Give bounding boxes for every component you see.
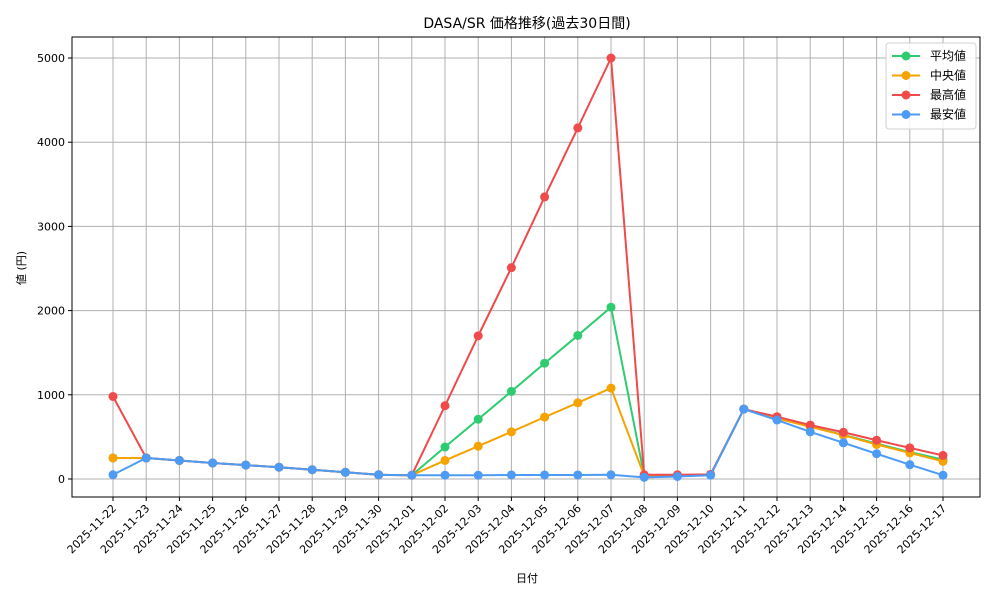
data-point — [473, 331, 483, 341]
data-series — [108, 53, 948, 482]
data-point — [274, 462, 284, 472]
data-point — [838, 427, 848, 437]
series-line — [113, 386, 944, 477]
data-point — [108, 470, 118, 480]
data-point — [407, 470, 417, 480]
data-point — [440, 470, 450, 480]
data-point — [938, 470, 948, 480]
series-line — [113, 305, 944, 477]
data-point — [905, 443, 915, 453]
data-point — [241, 460, 251, 470]
data-point — [473, 470, 483, 480]
data-point — [440, 401, 450, 411]
legend-label: 中央値 — [930, 68, 966, 83]
data-point — [506, 470, 516, 480]
y-tick-label: 2000 — [37, 305, 65, 318]
legend-marker-icon — [901, 110, 911, 119]
legend-label: 最安値 — [930, 107, 966, 122]
data-point — [672, 471, 682, 481]
data-point — [141, 453, 151, 463]
legend-label: 平均値 — [930, 48, 966, 63]
legend-box — [885, 42, 977, 130]
data-point — [473, 414, 483, 424]
data-point — [506, 386, 516, 396]
data-point — [374, 470, 384, 480]
data-point — [340, 467, 350, 477]
data-point — [573, 470, 583, 480]
data-point — [905, 460, 915, 470]
data-point — [772, 415, 782, 425]
data-point — [739, 404, 749, 414]
data-point — [540, 358, 550, 368]
legend-label: 最高値 — [930, 87, 966, 102]
data-point — [573, 398, 583, 408]
data-point — [639, 472, 649, 482]
x-axis-ticks: 2025-11-222025-11-232025-11-242025-11-25… — [65, 497, 949, 556]
y-tick-label: 0 — [58, 473, 65, 486]
plot-frame — [71, 36, 981, 498]
data-point — [108, 453, 118, 463]
data-point — [838, 438, 848, 448]
series-line — [112, 407, 944, 479]
data-point — [506, 263, 516, 273]
data-point — [440, 455, 450, 465]
data-point — [606, 53, 616, 63]
x-axis-label: 日付 — [516, 572, 538, 585]
y-tick-label: 4000 — [37, 136, 65, 149]
data-point — [573, 330, 583, 340]
data-point — [606, 470, 616, 480]
legend-marker-icon — [901, 51, 911, 61]
y-tick-label: 5000 — [37, 52, 65, 65]
data-point — [540, 192, 550, 202]
legend-marker-icon — [901, 71, 911, 80]
data-point — [174, 455, 184, 465]
data-point — [872, 435, 882, 445]
data-point — [872, 449, 882, 459]
series-line — [112, 54, 944, 477]
chart-title: DASA/SR 価格推移(過去30日間) — [423, 16, 630, 32]
y-tick-label: 1000 — [37, 389, 65, 402]
y-tick-label: 3000 — [37, 220, 65, 233]
data-point — [506, 427, 516, 437]
data-point — [540, 412, 550, 422]
data-point — [108, 391, 118, 401]
legend-marker-icon — [901, 90, 911, 100]
data-point — [573, 123, 583, 133]
y-axis-ticks: 0 1000 2000 3000 4000 5000 — [37, 52, 72, 486]
data-point — [805, 427, 815, 437]
data-point — [540, 470, 550, 480]
data-point — [938, 450, 948, 460]
data-point — [307, 465, 317, 475]
data-point — [805, 420, 815, 430]
data-point — [606, 383, 616, 393]
y-axis-label: 値 (円) — [15, 251, 28, 285]
data-point — [606, 302, 616, 312]
data-point — [706, 470, 716, 480]
data-point — [473, 441, 483, 451]
data-point — [208, 458, 218, 468]
data-point — [440, 442, 450, 452]
